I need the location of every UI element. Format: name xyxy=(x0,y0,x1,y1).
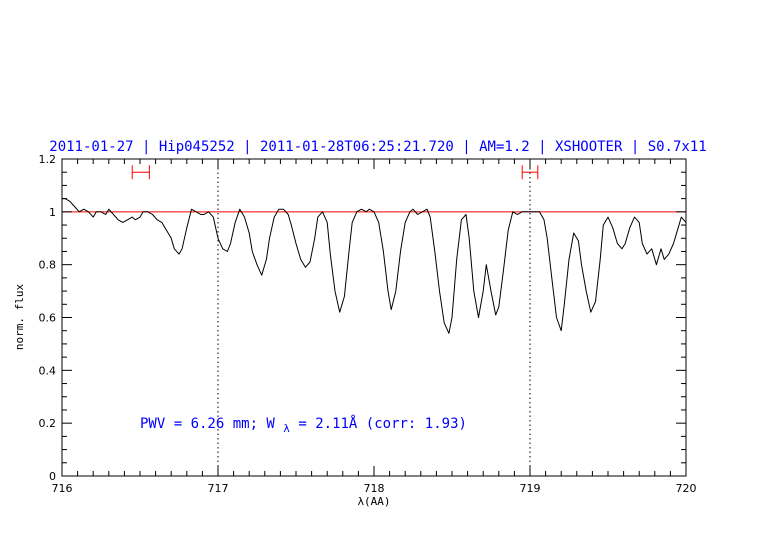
x-tick-label: 720 xyxy=(676,482,697,495)
y-tick-label: 1 xyxy=(49,206,56,219)
error-bar-1 xyxy=(521,165,539,180)
pwv-annotation-subscript: λ xyxy=(283,422,290,435)
pwv-annotation: PWV = 6.26 mm; W λ = 2.11Å (corr: 1.93) xyxy=(140,415,467,436)
y-tick-label: 0.4 xyxy=(39,364,57,377)
y-tick-label: 1.2 xyxy=(39,153,57,166)
chart-title: 2011-01-27 | Hip045252 | 2011-01-28T06:2… xyxy=(49,139,706,155)
y-axis-ticks: 0 0.2 0.4 0.6 0.8 1 1.2 xyxy=(39,153,686,483)
x-tick-label: 718 xyxy=(364,482,385,495)
y-axis-label: norm. flux xyxy=(13,284,26,351)
pwv-annotation-suffix: = 2.11Å (corr: 1.93) xyxy=(298,415,467,432)
pwv-annotation-prefix: PWV = 6.26 mm; W xyxy=(140,416,275,432)
y-tick-label: 0.6 xyxy=(39,312,57,325)
x-axis-label: λ(AA) xyxy=(357,495,390,508)
x-tick-label: 717 xyxy=(208,482,229,495)
vertical-marker-lines xyxy=(217,159,531,476)
x-axis-ticks: 716 717 718 719 720 xyxy=(52,159,697,495)
y-tick-label: 0.2 xyxy=(39,417,57,430)
spectrum-line-0 xyxy=(62,198,687,334)
error-bar-markers xyxy=(131,165,539,180)
x-tick-label: 719 xyxy=(520,482,541,495)
series-group xyxy=(62,198,687,334)
y-tick-label: 0 xyxy=(49,470,56,483)
x-tick-label: 716 xyxy=(52,482,73,495)
error-bar-0 xyxy=(131,165,150,180)
y-tick-label: 0.8 xyxy=(39,259,57,272)
